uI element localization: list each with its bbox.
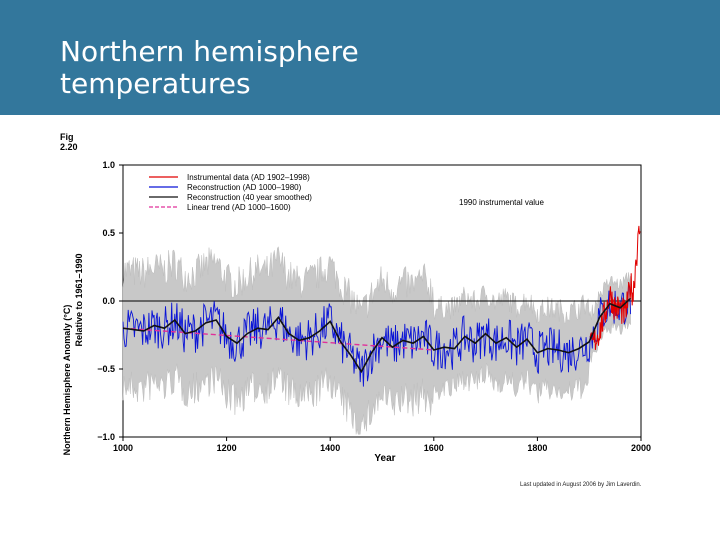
series-instrumental (589, 225, 641, 350)
x-tick-label: 1400 (320, 443, 340, 453)
legend-label: Reconstruction (40 year smoothed) (187, 193, 312, 202)
series-linear-trend (122, 327, 434, 351)
credit-note: Last updated in August 2006 by Jim Laver… (520, 482, 642, 488)
x-tick-label: 2000 (631, 443, 651, 453)
series-smoothed (122, 297, 632, 374)
plot-area: 1000 1200 1400 1600 1800 2000 1.0 0.5 0.0 −0.5 −1.… (97, 160, 651, 453)
y-tick-label: 0.0 (102, 296, 115, 306)
y-tick-label: −1.0 (97, 432, 115, 442)
annotation-1990: 1990 instrumental value (459, 198, 544, 207)
slide-title: Northern hemisphere temperatures (60, 35, 359, 100)
x-tick-label: 1800 (527, 443, 547, 453)
x-axis-label: Year (374, 453, 395, 464)
figure-label: Fig 2.20 (60, 132, 78, 152)
y-tick-label: 1.0 (102, 160, 115, 170)
x-tick-label: 1600 (424, 443, 444, 453)
legend-label: Linear trend (AD 1000–1600) (187, 203, 291, 212)
legend-label: Instrumental data (AD 1902–1998) (187, 173, 310, 182)
slide-header (0, 0, 720, 115)
y-tick-label: −0.5 (97, 364, 115, 374)
y-axis-label-2: Relative to 1961–1990 (74, 253, 84, 346)
x-tick-label: 1200 (217, 443, 237, 453)
series-reconstruction (122, 282, 632, 387)
y-axis-label: Northern Hemisphere Anomaly (°C) (62, 305, 72, 456)
y-tick-label: 0.5 (102, 228, 115, 238)
temperature-chart: Northern Hemisphere Anomaly (°C) Relativ… (62, 160, 651, 464)
legend-label: Reconstruction (AD 1000–1980) (187, 183, 302, 192)
x-tick-label: 1000 (113, 443, 133, 453)
